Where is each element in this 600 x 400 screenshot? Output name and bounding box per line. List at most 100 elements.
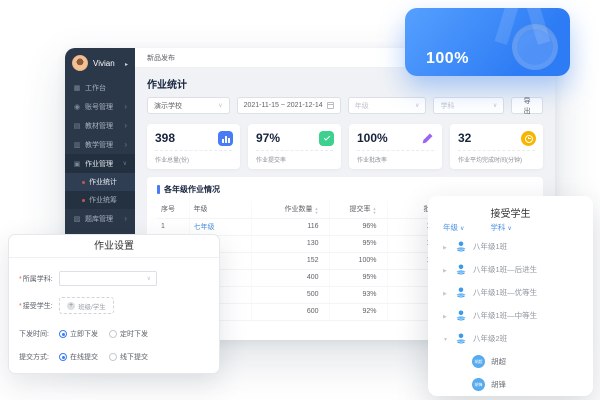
col-header-grade: 年级	[189, 201, 252, 219]
sidebar-item-label: 教学管理	[85, 141, 113, 149]
dialog-title: 作业设置	[9, 235, 219, 258]
breadcrumb: 新品发布	[147, 54, 175, 62]
sidebar-subitem-homework-stats[interactable]: 作业统计	[65, 173, 135, 191]
tree-item-class[interactable]: 八年级1班	[428, 235, 593, 258]
subject-select[interactable]: 学科	[433, 97, 505, 114]
sidebar-item-label: 账号管理	[85, 103, 113, 111]
expand-arrow-icon[interactable]	[443, 288, 449, 297]
tree-item-class[interactable]: 八年级1班—后进生	[428, 258, 593, 281]
expand-arrow-icon[interactable]	[443, 265, 449, 274]
sidebar-item-workbench[interactable]: 工作台	[65, 78, 135, 97]
check-icon	[319, 131, 334, 146]
radio-selected-icon	[59, 330, 67, 338]
sidebar-subitem-label: 作业统计	[89, 179, 117, 186]
sidebar-item-homework[interactable]: 作业管理	[65, 154, 135, 173]
grade-filter[interactable]: 年级	[443, 222, 464, 233]
col-header-count[interactable]: 作业数量	[251, 201, 330, 219]
subject-dropdown[interactable]	[59, 271, 157, 286]
stat-label: 作业提交率	[256, 150, 333, 164]
sort-icon[interactable]	[373, 207, 377, 215]
add-class-student-button[interactable]: 班级/学生	[59, 297, 114, 314]
panel-filters: 年级 学科	[428, 219, 593, 235]
bullet-icon	[82, 180, 85, 184]
radio-label: 定时下发	[120, 331, 148, 338]
sidebar-subitem-label: 作业统筹	[89, 197, 117, 204]
tree-item-label: 八年级2班	[473, 334, 508, 343]
tree-item-label: 八年级1班—中等生	[473, 311, 538, 320]
export-button[interactable]: 导出	[511, 97, 543, 115]
homework-settings-dialog: 作业设置 所属学科: 接受学生: 班级/学生 下发时间: 立即下发	[8, 234, 220, 374]
chevron-down-icon	[415, 102, 419, 109]
plus-icon	[67, 301, 75, 310]
radio-selected-icon	[59, 353, 67, 361]
radio-label: 立即下发	[70, 331, 98, 338]
student-avatar: 胡锋	[472, 378, 485, 391]
cell-submit: 92%	[329, 303, 388, 321]
sidebar-item-materials[interactable]: 教材管理	[65, 116, 135, 135]
tree-item-label: 八年级1班	[473, 242, 508, 251]
grade-select-placeholder: 年级	[354, 102, 369, 110]
subject-filter[interactable]: 学科	[490, 222, 511, 233]
sidebar-item-question-bank[interactable]: 题库管理	[65, 209, 135, 228]
sidebar-item-label: 题库管理	[85, 215, 113, 223]
stat-card-avg-time: 32 作业平均完成时间(分钟)	[450, 124, 543, 169]
sidebar-subitem-homework-plan[interactable]: 作业统筹	[65, 191, 135, 209]
student-avatar: 胡超	[472, 355, 485, 368]
col-header-no: 序号	[157, 201, 190, 219]
cell-submit: 100%	[329, 252, 388, 270]
subject-label: 所属学科:	[19, 274, 59, 284]
cell-submit: 95%	[329, 235, 388, 253]
class-icon	[456, 287, 466, 298]
student-item[interactable]: 胡锋 胡锋	[428, 373, 593, 396]
chevron-down-icon	[493, 102, 497, 109]
radio-online[interactable]: 在线提交	[59, 352, 98, 362]
stat-value: 32	[458, 131, 472, 145]
tree-item-label: 八年级1班—优等生	[473, 288, 538, 297]
subject-filter-label: 学科	[490, 223, 506, 232]
chevron-right-icon	[124, 215, 127, 223]
tree-item-class-expanded[interactable]: 八年级2班	[428, 327, 593, 350]
cell-submit: 93%	[329, 286, 388, 304]
bullet-icon	[82, 198, 85, 202]
filter-bar: 演示学校 2021-11-15 ~ 2021-12-14 年级 学科 导出	[135, 97, 555, 115]
radio-immediate[interactable]: 立即下发	[59, 329, 98, 339]
section-title-text: 各年级作业情况	[164, 185, 220, 194]
date-range-value: 2021-11-15 ~ 2021-12-14	[243, 102, 323, 109]
sidebar-item-teaching[interactable]: 教学管理	[65, 135, 135, 154]
expand-arrow-icon[interactable]	[443, 242, 449, 251]
grade-select[interactable]: 年级	[347, 97, 427, 114]
teaching-icon	[73, 141, 81, 149]
cell-count: 400	[251, 269, 330, 287]
tree-item-class[interactable]: 八年级1班—中等生	[428, 304, 593, 327]
student-item[interactable]: 胡超 胡超	[428, 350, 593, 373]
date-range-picker[interactable]: 2021-11-15 ~ 2021-12-14	[236, 97, 341, 114]
school-select[interactable]: 演示学校	[147, 97, 230, 114]
time-label: 下发时间:	[19, 331, 49, 338]
tree-item-label: 八年级1班—后进生	[473, 265, 538, 274]
collapse-arrow-icon[interactable]	[443, 334, 449, 343]
stat-value: 398	[155, 131, 176, 145]
sidebar-item-label: 工作台	[85, 84, 106, 92]
tree-item-class[interactable]: 八年级1班—优等生	[428, 281, 593, 304]
user-profile[interactable]: Vivian	[65, 48, 135, 78]
class-icon	[456, 333, 466, 344]
col-header-submit[interactable]: 提交率	[329, 201, 388, 219]
sort-icon[interactable]	[315, 207, 319, 215]
radio-scheduled[interactable]: 定时下发	[109, 329, 148, 339]
radio-label: 线下提交	[120, 354, 148, 361]
section-title: 各年级作业情况	[157, 184, 533, 195]
sidebar-item-accounts[interactable]: 账号管理	[65, 97, 135, 116]
sidebar-menu: 工作台 账号管理 教材管理 教学管理	[65, 78, 135, 228]
form-row-method: 提交方式: 在线提交 线下提交	[19, 352, 209, 362]
stat-card-total: 398 作业总量(份)	[147, 124, 240, 169]
chevron-down-icon	[147, 275, 151, 282]
calendar-icon	[326, 102, 334, 109]
grade-link[interactable]: 七年级	[193, 223, 215, 231]
radio-icon	[109, 330, 117, 338]
expand-arrow-icon[interactable]	[443, 311, 449, 320]
radio-offline[interactable]: 线下提交	[109, 352, 148, 362]
form-row-students: 接受学生: 班级/学生	[19, 297, 209, 314]
cell-count: 600	[251, 303, 330, 321]
cell-submit: 95%	[329, 269, 388, 287]
